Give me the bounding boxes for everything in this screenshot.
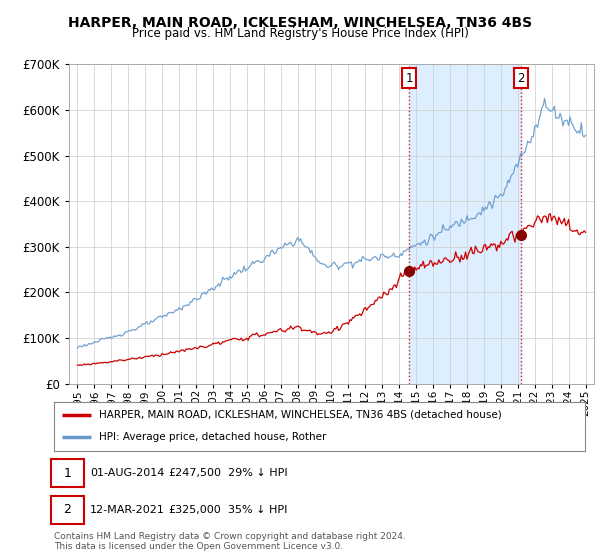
Text: 29% ↓ HPI: 29% ↓ HPI (228, 468, 287, 478)
Text: 12-MAR-2021: 12-MAR-2021 (90, 505, 165, 515)
Text: £247,500: £247,500 (168, 468, 221, 478)
Text: £325,000: £325,000 (168, 505, 221, 515)
Text: 35% ↓ HPI: 35% ↓ HPI (228, 505, 287, 515)
Text: Price paid vs. HM Land Registry's House Price Index (HPI): Price paid vs. HM Land Registry's House … (131, 27, 469, 40)
Text: 2: 2 (517, 72, 525, 85)
Text: HARPER, MAIN ROAD, ICKLESHAM, WINCHELSEA, TN36 4BS: HARPER, MAIN ROAD, ICKLESHAM, WINCHELSEA… (68, 16, 532, 30)
Text: 1: 1 (64, 466, 71, 480)
Bar (409, 64, 521, 384)
Text: 01-AUG-2014: 01-AUG-2014 (90, 468, 164, 478)
Text: HARPER, MAIN ROAD, ICKLESHAM, WINCHELSEA, TN36 4BS (detached house): HARPER, MAIN ROAD, ICKLESHAM, WINCHELSEA… (99, 410, 502, 420)
Text: 2: 2 (64, 503, 71, 516)
Text: 1: 1 (406, 72, 413, 85)
Text: Contains HM Land Registry data © Crown copyright and database right 2024.
This d: Contains HM Land Registry data © Crown c… (54, 532, 406, 552)
Text: HPI: Average price, detached house, Rother: HPI: Average price, detached house, Roth… (99, 432, 326, 442)
